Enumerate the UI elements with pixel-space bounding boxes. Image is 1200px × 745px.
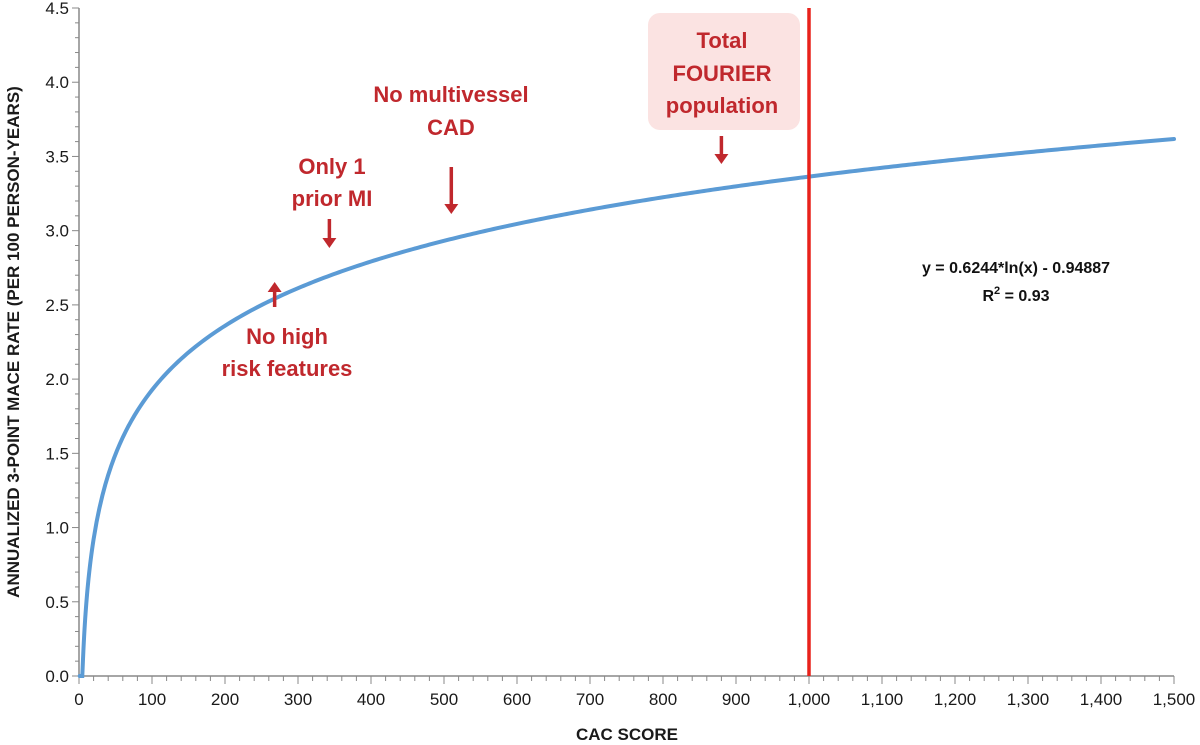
y-tick-label: 2.5 [45, 296, 69, 315]
x-tick-label: 900 [722, 690, 750, 709]
x-tick-label: 0 [74, 690, 83, 709]
x-tick-label: 700 [576, 690, 604, 709]
x-tick-label: 100 [138, 690, 166, 709]
x-tick-label: 1,100 [861, 690, 904, 709]
equation-text: y = 0.6244*ln(x) - 0.94887 [922, 260, 1110, 277]
annotation-no-high-risk: No high risk features [222, 282, 353, 381]
y-axis-ticks: 0.0 0.5 1.0 1.5 2.0 2.5 3.0 3.5 4.0 4.5 [45, 0, 79, 686]
x-axis-title: CAC SCORE [576, 725, 678, 744]
r-squared-prefix: R [982, 288, 994, 305]
y-tick-label: 4.0 [45, 73, 69, 92]
annotation-highlight-box [648, 13, 800, 130]
x-tick-label: 400 [357, 690, 385, 709]
series-group [77, 8, 1176, 678]
annotation-label: risk features [222, 356, 353, 381]
x-tick-label: 200 [211, 690, 239, 709]
annotation-only-1-prior-mi: Only 1 prior MI [292, 154, 373, 248]
x-tick-label: 1,400 [1080, 690, 1123, 709]
annotation-label: No multivessel [373, 82, 528, 107]
x-tick-label: 300 [284, 690, 312, 709]
x-tick-label: 1,300 [1007, 690, 1050, 709]
y-tick-label: 2.0 [45, 370, 69, 389]
annotation-label: No high [246, 324, 328, 349]
annotation-total-fourier: Total FOURIER population [648, 13, 800, 164]
axes [78, 8, 1174, 677]
x-tick-label: 1,000 [788, 690, 831, 709]
y-tick-label: 0.0 [45, 667, 69, 686]
annotation-arrow-head [322, 238, 337, 248]
y-tick-label: 1.0 [45, 519, 69, 538]
y-tick-label: 1.5 [45, 444, 69, 463]
y-tick-label: 0.5 [45, 593, 69, 612]
r-squared-superscript: 2 [994, 285, 1000, 297]
y-tick-label: 3.0 [45, 222, 69, 241]
annotation-label: Total [697, 28, 748, 53]
x-tick-label: 1,200 [934, 690, 977, 709]
r-squared-text: R2 = 0.93 [982, 285, 1049, 305]
r-squared-value: = 0.93 [1000, 288, 1049, 305]
annotation-arrow-head [714, 154, 729, 164]
x-tick-label: 600 [503, 690, 531, 709]
annotation-no-multivessel: No multivessel CAD [373, 82, 529, 214]
y-axis-title: ANNUALIZED 3-POINT MACE RATE (PER 100 PE… [4, 86, 23, 598]
x-tick-label: 800 [649, 690, 677, 709]
x-tick-label: 1,500 [1153, 690, 1196, 709]
x-tick-label: 500 [430, 690, 458, 709]
fitted-curve [77, 137, 1176, 678]
annotation-label: FOURIER [673, 61, 772, 86]
annotation-label: Only 1 [298, 154, 365, 179]
annotation-label: population [666, 93, 778, 118]
y-tick-label: 3.5 [45, 147, 69, 166]
x-axis-ticks: 0 100 200 300 400 500 600 700 800 900 1,000 1,100 1,… [74, 676, 1195, 709]
y-tick-label: 4.5 [45, 0, 69, 18]
equation-box: y = 0.6244*ln(x) - 0.94887 R2 = 0.93 [922, 260, 1110, 305]
annotation-label: CAD [427, 115, 475, 140]
annotation-label: prior MI [292, 186, 373, 211]
annotation-arrow-head [267, 282, 282, 292]
annotation-arrow-head [444, 204, 459, 214]
